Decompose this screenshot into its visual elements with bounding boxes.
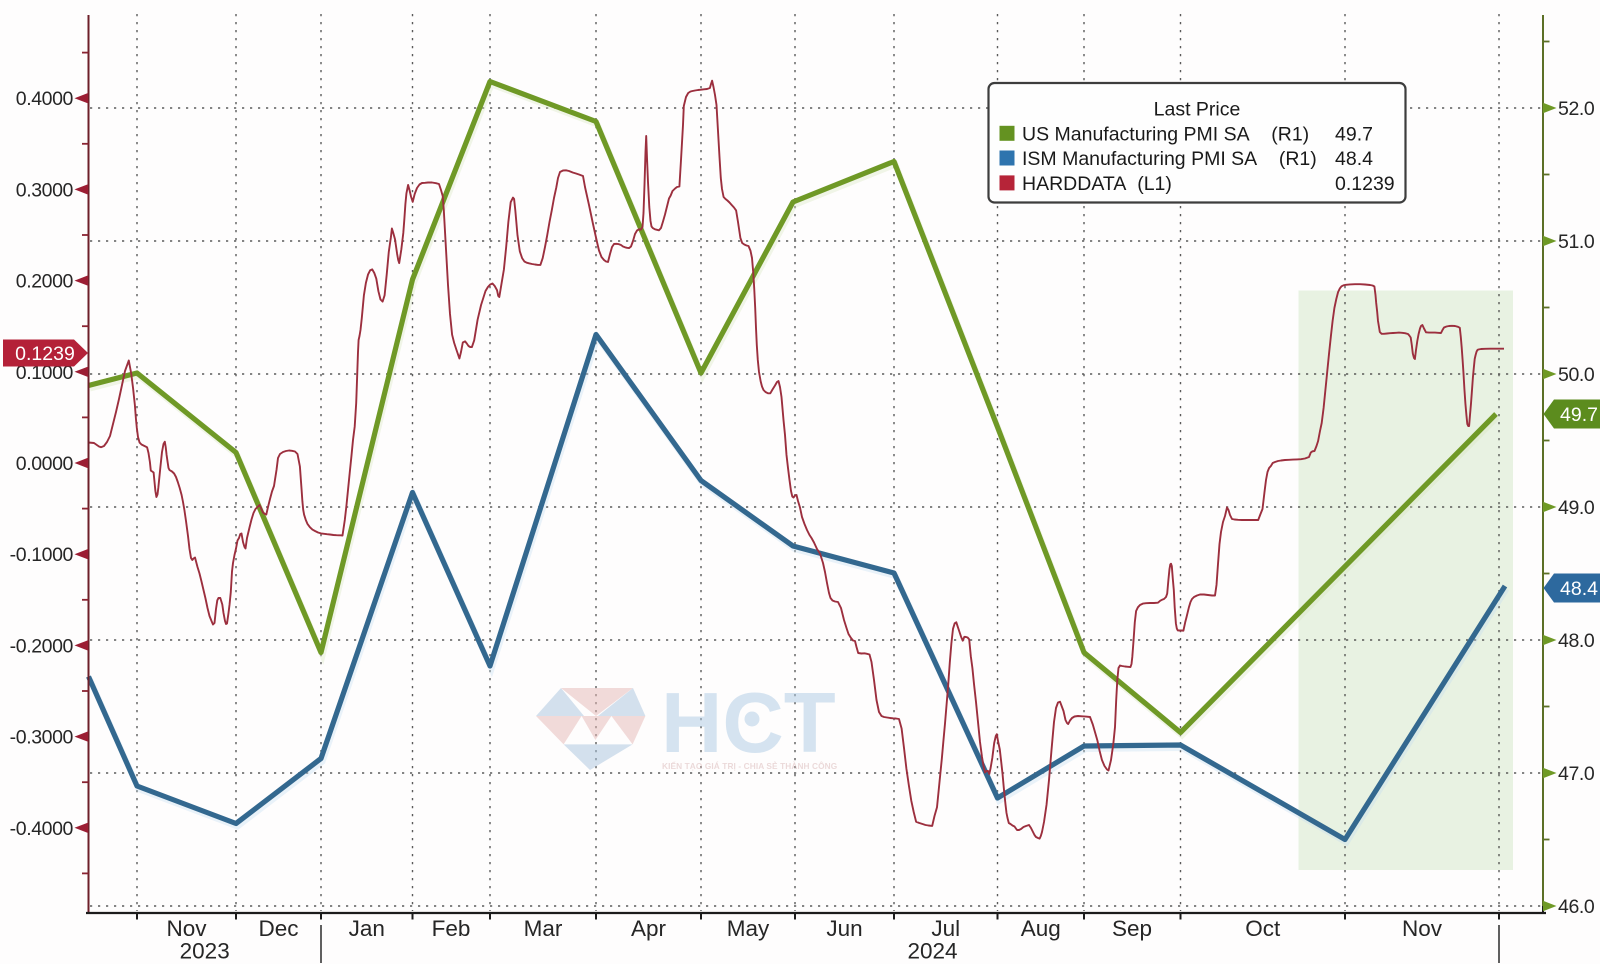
- svg-text:-0.1000: -0.1000: [10, 544, 74, 566]
- svg-text:Dec: Dec: [258, 916, 298, 941]
- svg-text:Aug: Aug: [1021, 916, 1061, 941]
- svg-text:-0.3000: -0.3000: [10, 727, 74, 749]
- svg-text:KIẾN TẠO GIÁ TRỊ - CHIA SẺ THÀ: KIẾN TẠO GIÁ TRỊ - CHIA SẺ THÀNH CÔNG: [662, 760, 837, 771]
- svg-text:-0.4000: -0.4000: [10, 818, 74, 840]
- svg-text:48.4: 48.4: [1335, 148, 1373, 170]
- svg-text:Feb: Feb: [432, 916, 471, 941]
- svg-text:Apr: Apr: [631, 916, 667, 941]
- svg-text:50.0: 50.0: [1558, 364, 1595, 386]
- svg-text:-0.2000: -0.2000: [10, 635, 74, 657]
- svg-text:48.0: 48.0: [1558, 630, 1595, 652]
- svg-text:ISM Manufacturing PMI SA (R: ISM Manufacturing PMI SA (R1): [1022, 148, 1317, 170]
- svg-text:49.0: 49.0: [1558, 497, 1595, 519]
- svg-text:48.4: 48.4: [1560, 578, 1598, 600]
- svg-text:0.4000: 0.4000: [16, 88, 74, 110]
- svg-text:HARDDATA (L1): HARDDATA (L1): [1022, 173, 1172, 195]
- svg-text:46.0: 46.0: [1558, 896, 1595, 918]
- svg-text:2024: 2024: [907, 939, 957, 964]
- svg-text:47.0: 47.0: [1558, 763, 1595, 785]
- svg-text:49.7: 49.7: [1560, 404, 1598, 426]
- svg-text:Nov: Nov: [166, 916, 207, 941]
- svg-text:49.7: 49.7: [1335, 123, 1373, 145]
- svg-text:51.0: 51.0: [1558, 231, 1595, 253]
- svg-text:US Manufacturing PMI SA (R1: US Manufacturing PMI SA (R1): [1022, 123, 1309, 145]
- svg-text:Jul: Jul: [931, 916, 960, 941]
- svg-text:May: May: [727, 916, 770, 941]
- svg-text:2023: 2023: [180, 939, 230, 964]
- svg-text:0.1000: 0.1000: [16, 362, 74, 384]
- svg-text:Jan: Jan: [349, 916, 385, 941]
- svg-text:Sep: Sep: [1112, 916, 1152, 941]
- svg-text:0.3000: 0.3000: [16, 179, 74, 201]
- svg-text:52.0: 52.0: [1558, 98, 1595, 120]
- svg-text:Oct: Oct: [1245, 916, 1281, 941]
- svg-text:Nov: Nov: [1402, 916, 1443, 941]
- svg-text:Mar: Mar: [524, 916, 563, 941]
- svg-text:Jun: Jun: [826, 916, 862, 941]
- svg-text:0.1239: 0.1239: [1335, 173, 1395, 195]
- svg-text:Last Price: Last Price: [1154, 99, 1241, 121]
- svg-text:0.1239: 0.1239: [15, 343, 75, 365]
- svg-text:0.0000: 0.0000: [16, 453, 74, 475]
- svg-text:0.2000: 0.2000: [16, 271, 74, 293]
